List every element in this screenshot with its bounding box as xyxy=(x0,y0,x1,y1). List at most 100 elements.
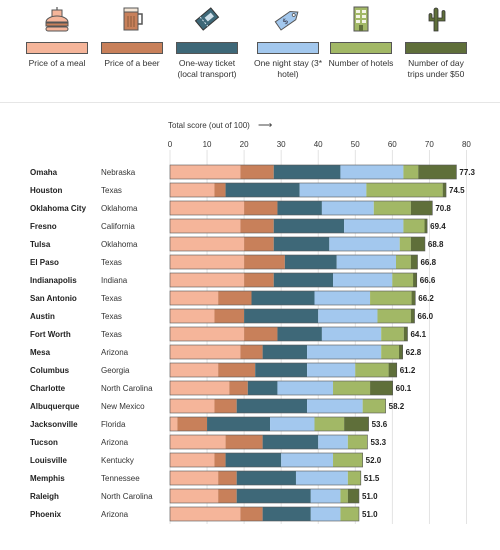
city-label: Raleigh xyxy=(30,492,59,501)
city-label: Tucson xyxy=(30,438,58,447)
bar-segment xyxy=(307,399,363,413)
bar-segment xyxy=(244,237,274,251)
bar-segment xyxy=(281,453,334,467)
bar-segment xyxy=(170,291,219,305)
legend-label: One-way ticket (local transport) xyxy=(177,58,237,79)
bar-outline xyxy=(169,326,408,342)
state-label: Nebraska xyxy=(101,168,136,177)
bar-segment xyxy=(388,363,397,377)
bar-outline xyxy=(169,470,362,486)
axis-arrow-icon: ⟶ xyxy=(258,120,273,131)
total-value-label: 60.1 xyxy=(396,384,412,393)
legend-item-day-trips: Number of day trips under $50 xyxy=(405,0,467,92)
city-label: Columbus xyxy=(30,366,70,375)
bar-segment xyxy=(318,309,378,323)
city-label: Fresno xyxy=(30,222,57,231)
state-label: Georgia xyxy=(101,366,130,375)
bar-segment xyxy=(318,435,348,449)
bar-segment xyxy=(403,165,419,179)
state-label: Texas xyxy=(101,186,122,195)
bar-segment xyxy=(207,417,271,431)
city-label: Memphis xyxy=(30,474,65,483)
bar-segment xyxy=(344,417,369,431)
bar-segment xyxy=(170,255,245,269)
bar-segment xyxy=(236,489,311,503)
bar-segment xyxy=(225,435,263,449)
bar-segment xyxy=(225,183,300,197)
bar-segment xyxy=(170,165,241,179)
x-axis-title: Total score (out of 100) xyxy=(168,121,250,130)
bar-segment xyxy=(314,291,371,305)
bar-segment xyxy=(225,453,282,467)
legend-swatch xyxy=(257,42,319,54)
bar-segment xyxy=(277,201,322,215)
bar-segment xyxy=(262,435,319,449)
bar-segment xyxy=(240,165,274,179)
bar-segment xyxy=(396,255,411,269)
state-label: Texas xyxy=(101,312,122,321)
state-label: Arizona xyxy=(101,438,129,447)
legend-label: Price of a meal xyxy=(28,58,86,68)
total-value-label: 66.2 xyxy=(418,294,434,303)
bar-segment xyxy=(321,327,382,341)
x-tick-label: 60 xyxy=(388,140,397,149)
bar-segment xyxy=(340,507,359,521)
state-label: Kentucky xyxy=(101,456,134,465)
bar-outline xyxy=(169,218,428,234)
bar-outline xyxy=(169,398,386,414)
bar-segment xyxy=(170,489,219,503)
bar-segment xyxy=(410,237,425,251)
total-value-label: 51.0 xyxy=(362,492,378,501)
bar-segment xyxy=(277,381,334,395)
bar-outline xyxy=(169,164,457,180)
bar-segment xyxy=(370,291,412,305)
bar-outline xyxy=(169,506,360,522)
bar-segment xyxy=(307,345,382,359)
bar-segment xyxy=(170,381,230,395)
bar-segment xyxy=(333,273,393,287)
bar-outline xyxy=(169,434,368,450)
bar-segment xyxy=(307,363,356,377)
bar-segment xyxy=(170,237,245,251)
legend-item-beer: Price of a beer xyxy=(101,0,163,92)
bar-segment xyxy=(299,183,367,197)
bar-segment xyxy=(442,183,447,197)
total-value-label: 62.8 xyxy=(406,348,422,357)
bar-segment xyxy=(170,363,219,377)
city-label: Albuquerque xyxy=(30,402,80,411)
total-value-label: 68.8 xyxy=(428,240,444,249)
bar-segment xyxy=(247,381,278,395)
bar-segment xyxy=(366,183,443,197)
city-label: Charlotte xyxy=(30,384,66,393)
bar-outline xyxy=(169,452,363,468)
total-value-label: 66.0 xyxy=(418,312,434,321)
hotel-building-icon xyxy=(353,6,369,32)
legend-swatch xyxy=(330,42,392,54)
city-label: Tulsa xyxy=(30,240,51,249)
bar-segment xyxy=(270,417,315,431)
state-label: North Carolina xyxy=(101,492,153,501)
bar-segment xyxy=(214,399,237,413)
bar-outline xyxy=(169,236,426,252)
bar-segment xyxy=(273,237,330,251)
state-label: Texas xyxy=(101,258,122,267)
bar-outline xyxy=(169,416,369,432)
bar-segment xyxy=(170,273,245,287)
x-tick-label: 80 xyxy=(462,140,471,149)
city-label: San Antonio xyxy=(30,294,77,303)
bar-segment xyxy=(255,363,308,377)
bar-segment xyxy=(214,453,226,467)
total-value-label: 53.3 xyxy=(370,438,386,447)
legend-item-hotels: Number of hotels xyxy=(329,0,393,92)
bar-segment xyxy=(373,201,411,215)
bar-segment xyxy=(410,201,433,215)
state-label: North Carolina xyxy=(101,384,153,393)
bar-segment xyxy=(218,363,256,377)
bar-outline xyxy=(169,344,403,360)
total-value-label: 51.0 xyxy=(362,510,378,519)
bar-segment xyxy=(321,201,374,215)
bar-outline xyxy=(169,380,393,396)
city-label: Phoenix xyxy=(30,510,62,519)
divider xyxy=(0,102,500,103)
